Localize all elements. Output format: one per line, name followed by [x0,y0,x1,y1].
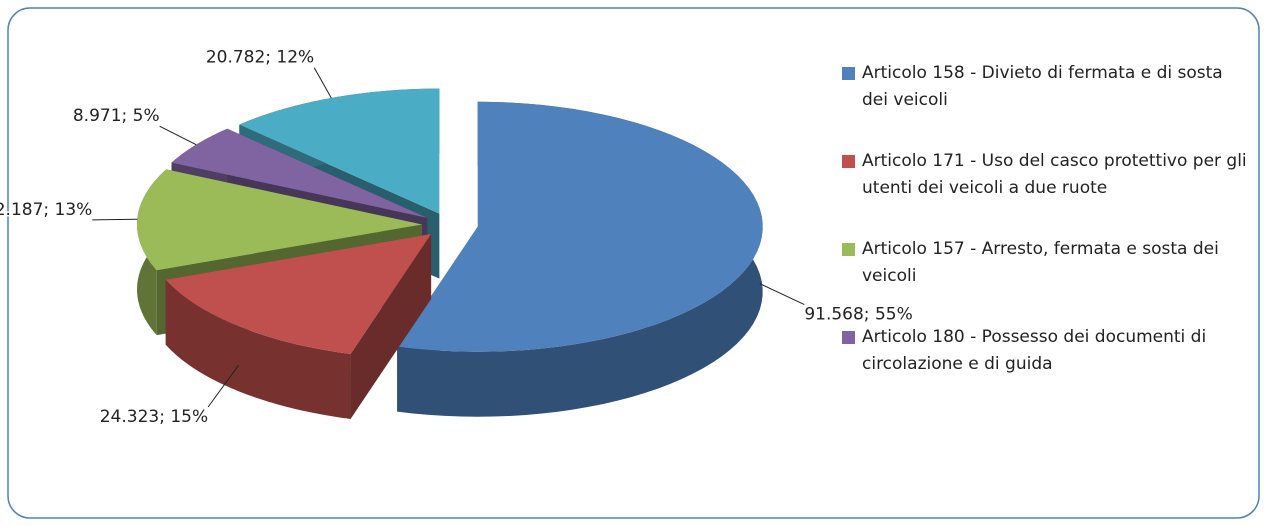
legend-item: Articolo 171 - Uso del casco protettivo … [842,148,1252,202]
data-label: 91.568; 55% [804,305,912,325]
legend-label: Articolo 171 - Uso del casco protettivo … [862,151,1247,198]
slice-top [165,234,432,354]
legend-label: Articolo 157 - Arresto, fermata e sosta … [862,239,1219,286]
data-label: 20.782; 12% [206,48,314,68]
legend-swatch [842,67,855,80]
leader-line [313,67,332,99]
leader-line [207,364,239,408]
slice [165,234,432,419]
slice [397,101,763,417]
leader-line [92,218,138,221]
legend-swatch [842,243,855,256]
leader-line [759,283,805,306]
legend-swatch [842,155,855,168]
data-label: 22.187; 13% [0,200,92,220]
slice-top [239,88,440,214]
data-label: 8.971; 5% [73,106,160,126]
slice-top [397,101,763,352]
legend: Articolo 158 - Divieto di fermata e di s… [842,60,1252,412]
legend-item: Articolo 157 - Arresto, fermata e sosta … [842,236,1252,290]
data-label: 24.323; 15% [100,407,208,427]
legend-swatch [842,331,855,344]
slice-top [137,169,423,271]
legend-label: Articolo 180 - Possesso dei documenti di… [862,327,1207,374]
slice-top [171,128,428,218]
leader-line [159,125,197,146]
legend-label: Articolo 158 - Divieto di fermata e di s… [862,63,1223,110]
slice-side [165,279,351,419]
legend-item: Articolo 158 - Divieto di fermata e di s… [842,60,1252,114]
legend-item: Articolo 180 - Possesso dei documenti di… [842,324,1252,378]
